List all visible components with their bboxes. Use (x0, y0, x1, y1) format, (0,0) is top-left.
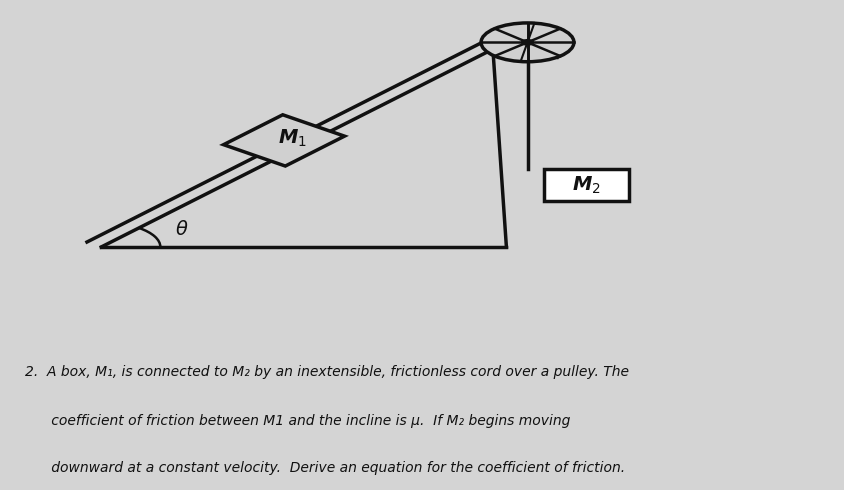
Polygon shape (224, 115, 344, 166)
Circle shape (481, 23, 574, 62)
Text: 2.  A box, M₁, is connected to M₂ by an inextensible, frictionless cord over a p: 2. A box, M₁, is connected to M₂ by an i… (25, 365, 630, 379)
Text: θ: θ (176, 220, 187, 239)
Text: M$_2$: M$_2$ (572, 174, 601, 196)
Text: downward at a constant velocity.  Derive an equation for the coefficient of fric: downward at a constant velocity. Derive … (25, 461, 625, 475)
Text: M$_1$: M$_1$ (278, 128, 307, 149)
Bar (544, 170, 629, 201)
Circle shape (522, 40, 533, 45)
Text: coefficient of friction between M1 and the incline is μ.  If M₂ begins moving: coefficient of friction between M1 and t… (25, 414, 571, 428)
